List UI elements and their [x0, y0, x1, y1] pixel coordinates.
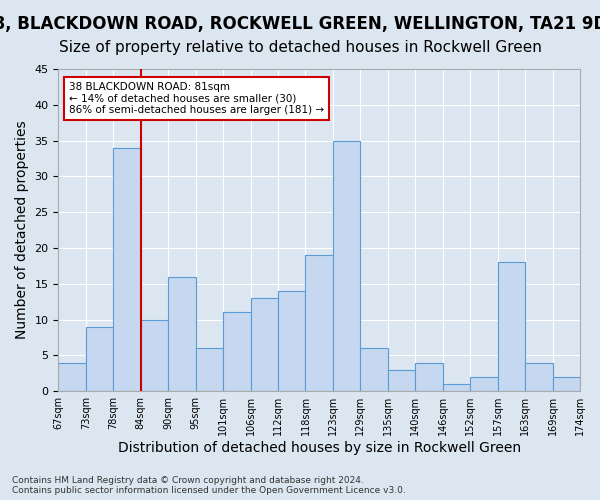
- Bar: [553, 377, 580, 391]
- Bar: [168, 276, 196, 391]
- Text: 38, BLACKDOWN ROAD, ROCKWELL GREEN, WELLINGTON, TA21 9DF: 38, BLACKDOWN ROAD, ROCKWELL GREEN, WELL…: [0, 15, 600, 33]
- X-axis label: Distribution of detached houses by size in Rockwell Green: Distribution of detached houses by size …: [118, 441, 521, 455]
- Bar: [333, 140, 361, 391]
- Bar: [305, 255, 333, 391]
- Bar: [141, 320, 168, 391]
- Text: 38 BLACKDOWN ROAD: 81sqm
← 14% of detached houses are smaller (30)
86% of semi-d: 38 BLACKDOWN ROAD: 81sqm ← 14% of detach…: [69, 82, 324, 115]
- Bar: [388, 370, 415, 391]
- Bar: [470, 377, 497, 391]
- Bar: [86, 327, 113, 391]
- Bar: [497, 262, 525, 391]
- Bar: [223, 312, 251, 391]
- Bar: [443, 384, 470, 391]
- Text: Contains HM Land Registry data © Crown copyright and database right 2024.
Contai: Contains HM Land Registry data © Crown c…: [12, 476, 406, 495]
- Bar: [58, 362, 86, 391]
- Bar: [525, 362, 553, 391]
- Bar: [196, 348, 223, 391]
- Bar: [113, 148, 141, 391]
- Bar: [278, 291, 305, 391]
- Bar: [361, 348, 388, 391]
- Y-axis label: Number of detached properties: Number of detached properties: [15, 121, 29, 340]
- Bar: [415, 362, 443, 391]
- Text: Size of property relative to detached houses in Rockwell Green: Size of property relative to detached ho…: [59, 40, 541, 55]
- Bar: [251, 298, 278, 391]
